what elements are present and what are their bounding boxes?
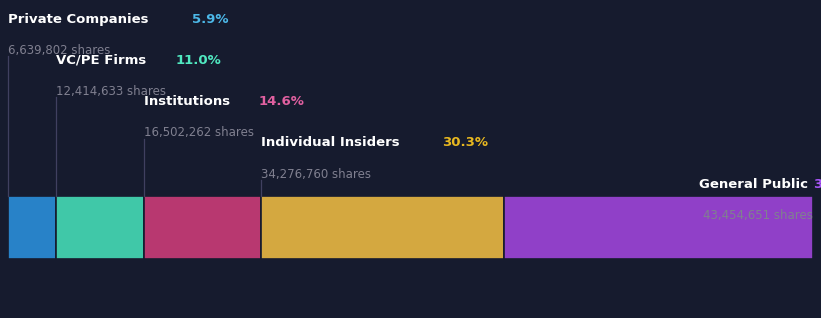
Text: 14.6%: 14.6%: [259, 95, 305, 108]
Text: Individual Insiders: Individual Insiders: [261, 136, 405, 149]
Bar: [144, 197, 261, 259]
Text: 11.0%: 11.0%: [176, 54, 222, 67]
Bar: [504, 197, 813, 259]
Text: 12,414,633 shares: 12,414,633 shares: [56, 85, 166, 98]
Bar: [261, 197, 504, 259]
Text: 5.9%: 5.9%: [192, 12, 228, 25]
Text: 38.4%: 38.4%: [813, 178, 821, 191]
Text: 16,502,262 shares: 16,502,262 shares: [144, 126, 254, 139]
Text: 30.3%: 30.3%: [443, 136, 488, 149]
Text: 6,639,802 shares: 6,639,802 shares: [8, 44, 111, 57]
Text: VC/PE Firms: VC/PE Firms: [56, 54, 150, 67]
Text: 43,454,651 shares: 43,454,651 shares: [703, 209, 813, 222]
Bar: [8, 197, 56, 259]
Text: Institutions: Institutions: [144, 95, 235, 108]
Text: Private Companies: Private Companies: [8, 12, 154, 25]
Bar: [56, 197, 144, 259]
Text: 34,276,760 shares: 34,276,760 shares: [261, 168, 371, 181]
Text: General Public: General Public: [699, 178, 813, 191]
